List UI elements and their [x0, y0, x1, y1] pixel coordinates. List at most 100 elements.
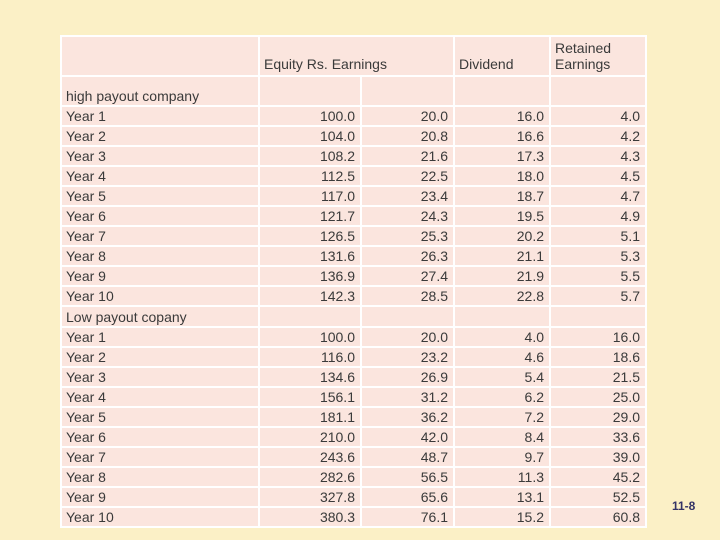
row-label: Year 4	[60, 165, 260, 187]
value-cell: 8.4	[453, 426, 552, 448]
value-cell: 28.5	[359, 285, 456, 307]
value-cell: 13.1	[453, 486, 552, 508]
value-cell: 121.7	[258, 205, 362, 227]
value-cell: 4.9	[549, 205, 648, 227]
value-cell: 25.3	[359, 225, 456, 247]
table-row: Year 4 156.1 31.2 6.2 25.0	[60, 386, 648, 408]
table-row: Year 3 108.2 21.6 17.3 4.3	[60, 145, 648, 167]
value-cell: 134.6	[258, 366, 362, 388]
row-label: Year 3	[60, 145, 260, 167]
value-cell: 21.1	[453, 245, 552, 267]
table-row: Year 9 136.9 27.4 21.9 5.5	[60, 265, 648, 287]
value-cell: 327.8	[258, 486, 362, 508]
row-label: Year 10	[60, 285, 260, 307]
header-cell-empty	[60, 35, 260, 77]
value-cell: 11.3	[453, 466, 552, 488]
table-row: Year 7 243.6 48.7 9.7 39.0	[60, 446, 648, 468]
value-cell: 100.0	[258, 326, 362, 348]
value-cell: 104.0	[258, 125, 362, 147]
row-label: Year 6	[60, 205, 260, 227]
value-cell: 21.5	[549, 366, 648, 388]
value-cell: 26.3	[359, 245, 456, 267]
value-cell: 18.7	[453, 185, 552, 207]
value-cell: 4.6	[453, 346, 552, 368]
table-row: Year 8 282.6 56.5 11.3 45.2	[60, 466, 648, 488]
value-cell	[549, 75, 648, 107]
table-row: Year 4 112.5 22.5 18.0 4.5	[60, 165, 648, 187]
table-row: Year 5 181.1 36.2 7.2 29.0	[60, 406, 648, 428]
value-cell: 210.0	[258, 426, 362, 448]
value-cell: 25.0	[549, 386, 648, 408]
value-cell: 136.9	[258, 265, 362, 287]
value-cell: 4.3	[549, 145, 648, 167]
value-cell: 60.8	[549, 506, 648, 528]
value-cell: 48.7	[359, 446, 456, 468]
value-cell: 18.6	[549, 346, 648, 368]
value-cell: 5.3	[549, 245, 648, 267]
value-cell: 17.3	[453, 145, 552, 167]
value-cell: 100.0	[258, 105, 362, 127]
column-header-equity-earnings: Equity Rs. Earnings	[257, 35, 456, 77]
value-cell: 9.7	[453, 446, 552, 468]
value-cell: 7.2	[453, 406, 552, 428]
value-cell: 156.1	[258, 386, 362, 408]
value-cell	[549, 305, 648, 328]
payout-comparison-table: Equity Rs. Earnings Dividend Retained Ea…	[60, 35, 648, 528]
value-cell: 5.4	[453, 366, 552, 388]
value-cell: 23.2	[359, 346, 456, 368]
value-cell: 24.3	[359, 205, 456, 227]
section-label: Low payout copany	[60, 305, 260, 328]
value-cell: 22.5	[359, 165, 456, 187]
value-cell: 20.8	[359, 125, 456, 147]
row-label: Year 2	[60, 125, 260, 147]
row-label: Year 7	[60, 446, 260, 468]
value-cell: 18.0	[453, 165, 552, 187]
value-cell: 76.1	[359, 506, 456, 528]
value-cell: 126.5	[258, 225, 362, 247]
column-header-dividend: Dividend	[453, 35, 552, 77]
row-label: Year 7	[60, 225, 260, 247]
value-cell: 29.0	[549, 406, 648, 428]
value-cell: 131.6	[258, 245, 362, 267]
value-cell	[453, 305, 552, 328]
value-cell: 56.5	[359, 466, 456, 488]
value-cell: 42.0	[359, 426, 456, 448]
value-cell: 21.6	[359, 145, 456, 167]
value-cell: 45.2	[549, 466, 648, 488]
row-label: Year 1	[60, 105, 260, 127]
table-row: Year 2 104.0 20.8 16.6 4.2	[60, 125, 648, 147]
value-cell	[258, 305, 362, 328]
section-label: high payout company	[60, 75, 260, 107]
row-label: Year 8	[60, 245, 260, 267]
value-cell: 108.2	[258, 145, 362, 167]
value-cell	[359, 305, 456, 328]
section-row: high payout company	[60, 75, 648, 107]
table-row: Year 5 117.0 23.4 18.7 4.7	[60, 185, 648, 207]
table-row: Year 6 210.0 42.0 8.4 33.6	[60, 426, 648, 448]
table-row: Year 10 380.3 76.1 15.2 60.8	[60, 506, 648, 528]
table-row: Year 6 121.7 24.3 19.5 4.9	[60, 205, 648, 227]
value-cell: 282.6	[258, 466, 362, 488]
value-cell: 20.2	[453, 225, 552, 247]
value-cell: 4.0	[549, 105, 648, 127]
value-cell: 4.0	[453, 326, 552, 348]
row-label: Year 3	[60, 366, 260, 388]
value-cell: 117.0	[258, 185, 362, 207]
row-label: Year 9	[60, 486, 260, 508]
value-cell: 31.2	[359, 386, 456, 408]
row-label: Year 9	[60, 265, 260, 287]
value-cell: 26.9	[359, 366, 456, 388]
value-cell: 112.5	[258, 165, 362, 187]
value-cell: 19.5	[453, 205, 552, 227]
payout-table-container: Equity Rs. Earnings Dividend Retained Ea…	[60, 35, 648, 528]
value-cell: 4.7	[549, 185, 648, 207]
value-cell: 4.5	[549, 165, 648, 187]
value-cell: 20.0	[359, 326, 456, 348]
value-cell: 36.2	[359, 406, 456, 428]
table-row: Year 3 134.6 26.9 5.4 21.5	[60, 366, 648, 388]
value-cell	[359, 75, 456, 107]
value-cell: 65.6	[359, 486, 456, 508]
value-cell: 52.5	[549, 486, 648, 508]
row-label: Year 8	[60, 466, 260, 488]
row-label: Year 6	[60, 426, 260, 448]
